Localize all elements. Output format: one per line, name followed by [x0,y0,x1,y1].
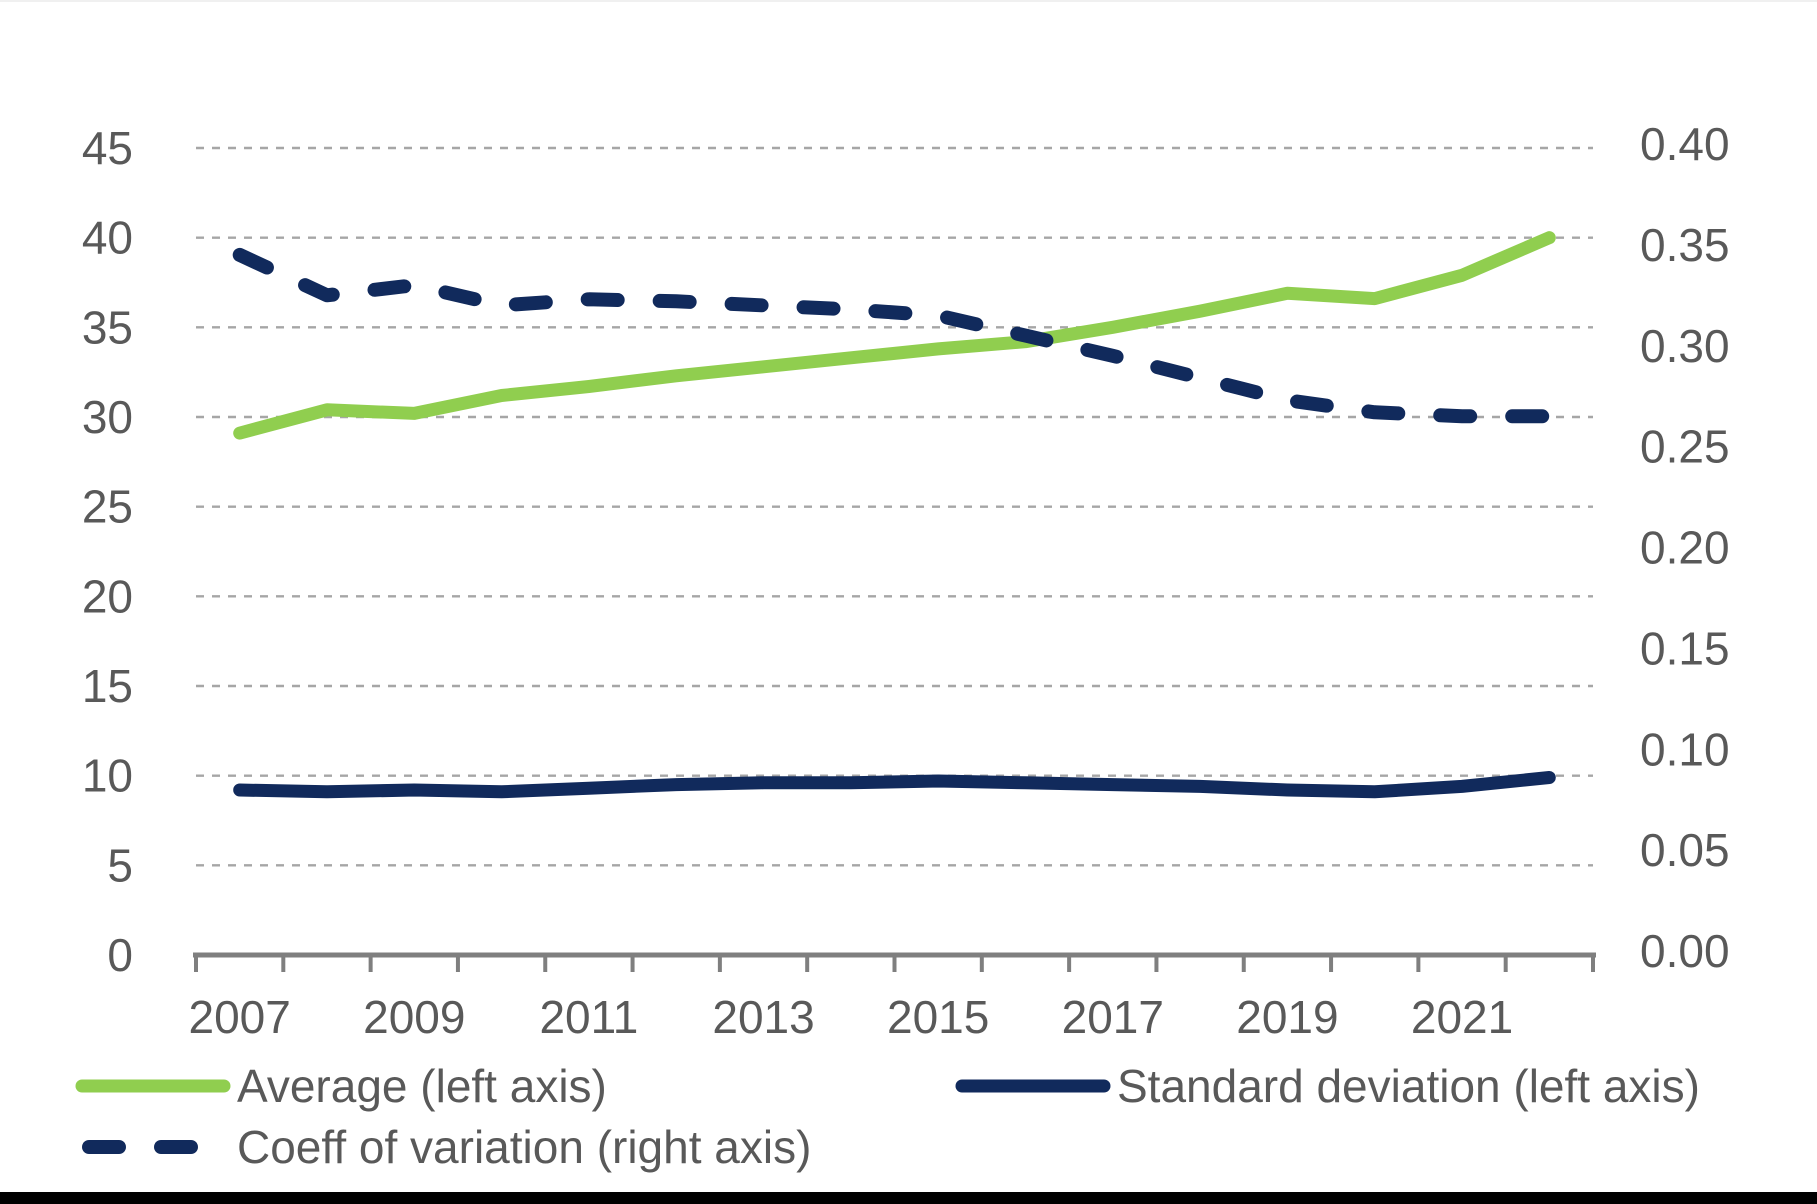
right-axis-tick-label: 0.40 [1640,118,1730,170]
x-axis-tick-label: 2011 [539,991,638,1043]
right-axis-tick-label: 0.30 [1640,320,1730,372]
x-axis-tick-labels: 2007 2009 2011 2013 2015 2017 2019 2021 [188,991,1513,1043]
x-axis-tick-label: 2009 [363,991,465,1043]
right-axis-tick-labels: 0.00 0.05 0.10 0.15 0.20 0.25 0.30 0.35 0.40 [1640,118,1730,977]
left-axis-tick-label: 0 [107,929,133,981]
x-axis-tick-label: 2021 [1411,991,1513,1043]
right-axis-tick-label: 0.20 [1640,522,1730,574]
left-axis-tick-label: 10 [82,750,133,802]
right-axis-tick-label: 0.05 [1640,824,1730,876]
right-axis-tick-label: 0.35 [1640,219,1730,271]
legend-label-average: Average (left axis) [237,1060,607,1112]
right-axis-tick-label: 0.00 [1640,925,1730,977]
right-axis-tick-label: 0.15 [1640,622,1730,674]
x-axis-tick-label: 2007 [188,991,290,1043]
legend-item-std-deviation: Standard deviation (left axis) [955,1060,1700,1112]
left-axis-tick-label: 35 [82,301,133,353]
bottom-black-bar [0,1192,1817,1204]
left-axis-tick-label: 25 [82,481,133,533]
coeff-variation-line [232,247,1557,424]
left-axis-tick-label: 30 [82,391,133,443]
legend-label-std-deviation: Standard deviation (left axis) [1117,1060,1700,1112]
left-axis-tick-label: 5 [107,839,133,891]
legend-item-average: Average (left axis) [75,1060,607,1112]
x-axis-tick-label: 2017 [1062,991,1164,1043]
legend-label-coeff-variation: Coeff of variation (right axis) [237,1121,811,1173]
x-axis-tick-label: 2015 [887,991,989,1043]
x-axis [193,952,1596,972]
x-axis-tick-label: 2013 [712,991,814,1043]
data-series [232,231,1557,799]
std-deviation-line [233,771,1556,799]
right-axis-tick-label: 0.10 [1640,723,1730,775]
left-axis-tick-label: 20 [82,570,133,622]
gridlines [196,146,1593,867]
average-line [233,231,1556,440]
legend-item-coeff-variation: Coeff of variation (right axis) [82,1121,811,1173]
left-axis-tick-label: 15 [82,660,133,712]
x-axis-tick-label: 2019 [1236,991,1338,1043]
right-axis-tick-label: 0.25 [1640,421,1730,473]
legend: Average (left axis) Standard deviation (… [75,1060,1700,1173]
left-axis-tick-label: 40 [82,212,133,264]
left-axis-tick-labels: 0 5 10 15 20 25 30 35 40 45 [82,122,133,981]
left-axis-tick-label: 45 [82,122,133,174]
top-edge-line [0,0,1817,2]
